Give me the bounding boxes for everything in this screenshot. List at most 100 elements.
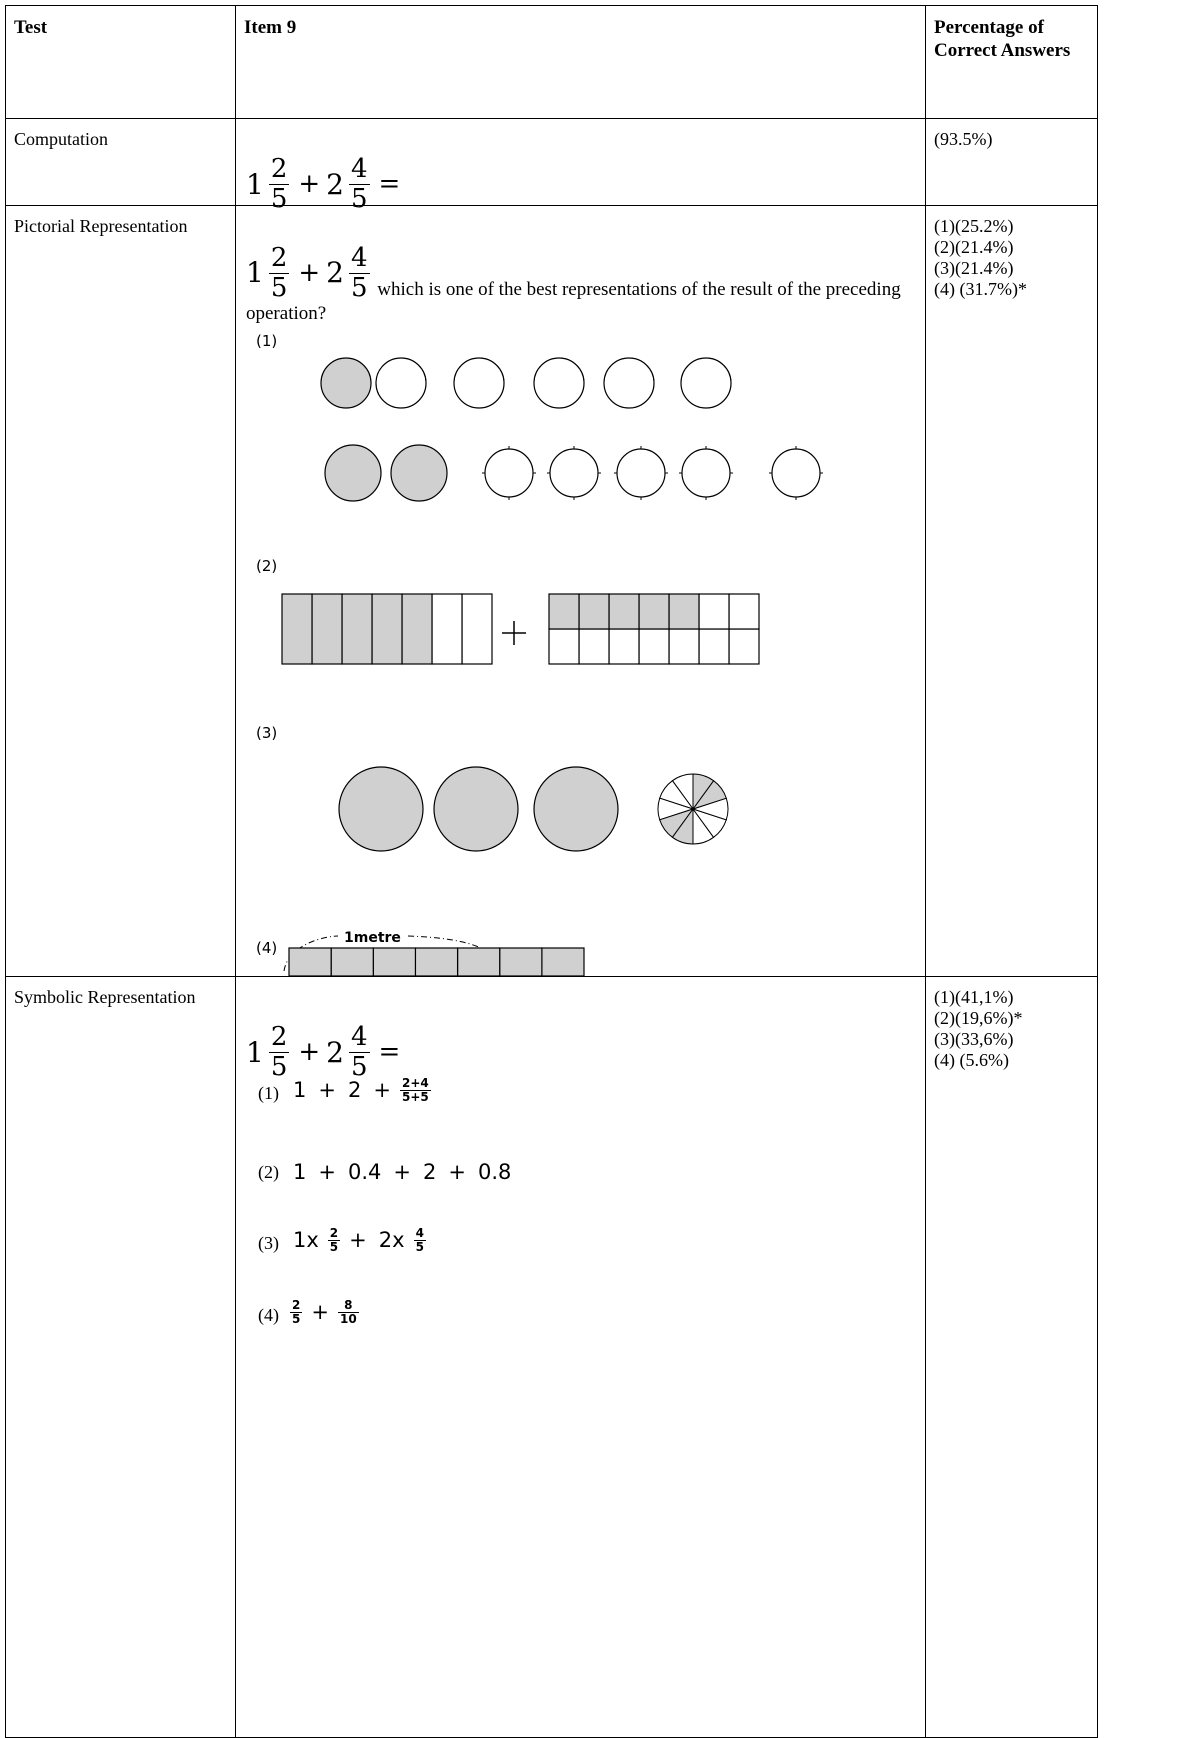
row: Symbolic Representation 1 2 5 +2 4 5 = (1) 1 +2 +… bbox=[5, 976, 1098, 1738]
test-cell: Pictorial Representation bbox=[5, 205, 236, 977]
math-token: + bbox=[448, 1160, 466, 1184]
percentage: (2)(21.4%) bbox=[934, 237, 1014, 257]
grid-cell bbox=[311, 593, 343, 665]
fraction: 8 10 bbox=[337, 1298, 359, 1327]
grid-cell bbox=[698, 628, 730, 665]
expression: 1 2 5 +2 4 5 bbox=[246, 244, 373, 302]
whole-number: 2 bbox=[326, 167, 344, 201]
option-expression: 1x 2 5 +2x 4 5 bbox=[287, 1226, 429, 1255]
whole-number: 1 bbox=[246, 1035, 264, 1069]
header-cell: Test bbox=[5, 5, 236, 119]
option: (4) 2 5 +8 10 bbox=[258, 1298, 362, 1327]
test-name: Pictorial Representation bbox=[14, 216, 188, 236]
grid-cell bbox=[548, 593, 580, 630]
percent-list: (1)(25.2%) (2)(21.4%) (3)(21.4%) (4) (31.7%… bbox=[926, 206, 1097, 310]
percentage: (3)(21.4%) bbox=[934, 258, 1014, 278]
numerator: 4 bbox=[351, 1022, 368, 1052]
option: (1) 1 +2 +2+4 5+5 bbox=[258, 1076, 434, 1105]
percentage: (1)(25.2%) bbox=[934, 216, 1014, 236]
percentage: (93.5%) bbox=[934, 129, 993, 149]
option-label: (1) bbox=[256, 332, 277, 350]
cell-body: 1 2 5 +2 4 5 = (1) 1 +2 +2+4 5+5 (2) 1 +0.4 +2 +0.8 (3) 1… bbox=[236, 977, 925, 1737]
denominator: 5+5 bbox=[399, 1090, 431, 1105]
grid-cell bbox=[728, 628, 760, 665]
grid-cell bbox=[461, 593, 493, 665]
numerator: 2+4 bbox=[401, 1076, 429, 1090]
grid-cell bbox=[431, 593, 463, 665]
item-cell: 1 2 5 +2 4 5 which is one of the best represe… bbox=[235, 205, 926, 977]
math-token: 2 bbox=[347, 1078, 362, 1103]
denominator: 5 bbox=[349, 1051, 370, 1082]
circle bbox=[484, 448, 534, 498]
grid-cell bbox=[371, 593, 403, 665]
grid-cell bbox=[638, 593, 670, 630]
header-text: Test bbox=[14, 17, 48, 38]
whole-number: 2 bbox=[326, 1035, 344, 1069]
circle bbox=[616, 448, 666, 498]
length-label: 1metre bbox=[344, 930, 401, 946]
grid-cell bbox=[668, 628, 700, 665]
denominator: 10 bbox=[337, 1312, 359, 1327]
cell-body: 1 2 5 +2 4 5 which is one of the best represe… bbox=[236, 206, 925, 976]
circle bbox=[603, 357, 655, 409]
circle bbox=[680, 357, 732, 409]
circle bbox=[453, 357, 505, 409]
math-token: 2x bbox=[378, 1228, 405, 1253]
math-token: 2 bbox=[423, 1160, 437, 1184]
percent-cell: (1)(41,1%) (2)(19,6%)* (3)(33,6%) (4) (5.6%… bbox=[925, 976, 1098, 1738]
option-label: (2) bbox=[256, 557, 277, 575]
grid-cell bbox=[541, 947, 585, 976]
math-token: + bbox=[318, 1160, 336, 1184]
math-token: 1 bbox=[293, 1160, 307, 1184]
fraction: 2+4 5+5 bbox=[399, 1076, 431, 1105]
percent-list: (1)(41,1%) (2)(19,6%)* (3)(33,6%) (4) (5.6%… bbox=[926, 977, 1097, 1081]
grid-cell bbox=[608, 628, 640, 665]
percent-list: (93.5%) bbox=[926, 119, 1097, 160]
denominator: 5 bbox=[349, 183, 370, 214]
grid-cell bbox=[698, 593, 730, 630]
circle bbox=[533, 357, 585, 409]
circle bbox=[533, 766, 619, 852]
math-token: 1x bbox=[293, 1228, 319, 1253]
circle bbox=[771, 448, 821, 498]
grid-cell bbox=[341, 593, 373, 665]
grid-cell bbox=[578, 593, 610, 630]
grid-cell bbox=[728, 593, 760, 630]
test-name: Symbolic Representation bbox=[14, 987, 196, 1007]
grid-cell bbox=[608, 593, 640, 630]
denominator: 5 bbox=[268, 1051, 290, 1082]
grid-cell bbox=[578, 628, 610, 665]
percent-cell: (93.5%) bbox=[925, 118, 1098, 206]
circle bbox=[549, 448, 599, 498]
math-token: 1 bbox=[293, 1078, 307, 1103]
test-name: Computation bbox=[14, 129, 108, 149]
option-label: (3) bbox=[258, 1233, 279, 1254]
numerator: 4 bbox=[351, 243, 368, 273]
math-token: + bbox=[298, 168, 321, 199]
denominator: 5 bbox=[268, 272, 290, 303]
math-token: + bbox=[311, 1300, 329, 1325]
math-token: + bbox=[373, 1078, 391, 1103]
expression: 1 2 5 +2 4 5 = bbox=[246, 1023, 406, 1081]
option-label: (4) bbox=[256, 939, 277, 957]
whole-number: 1 bbox=[246, 256, 264, 290]
denominator: 5 bbox=[413, 1240, 426, 1255]
question-block: 1 2 5 +2 4 5 which is one of the best represe… bbox=[246, 244, 906, 326]
item-cell: 1 2 5 +2 4 5 = (1) 1 +2 +2+4 5+5 (2) 1 +0.4 +2 +0.8 (3) 1… bbox=[235, 976, 926, 1738]
numerator: 2 bbox=[270, 154, 288, 184]
grid-cell bbox=[281, 593, 313, 665]
header-text: Item 9 bbox=[244, 17, 297, 38]
row: Computation 1 2 5 +2 4 5 = (93.5%) bbox=[5, 118, 1098, 213]
numerator: 2 bbox=[270, 1022, 288, 1052]
option: (2) 1 +0.4 +2 +0.8 bbox=[258, 1162, 517, 1183]
percentage: (2)(19,6%)* bbox=[934, 1008, 1023, 1028]
